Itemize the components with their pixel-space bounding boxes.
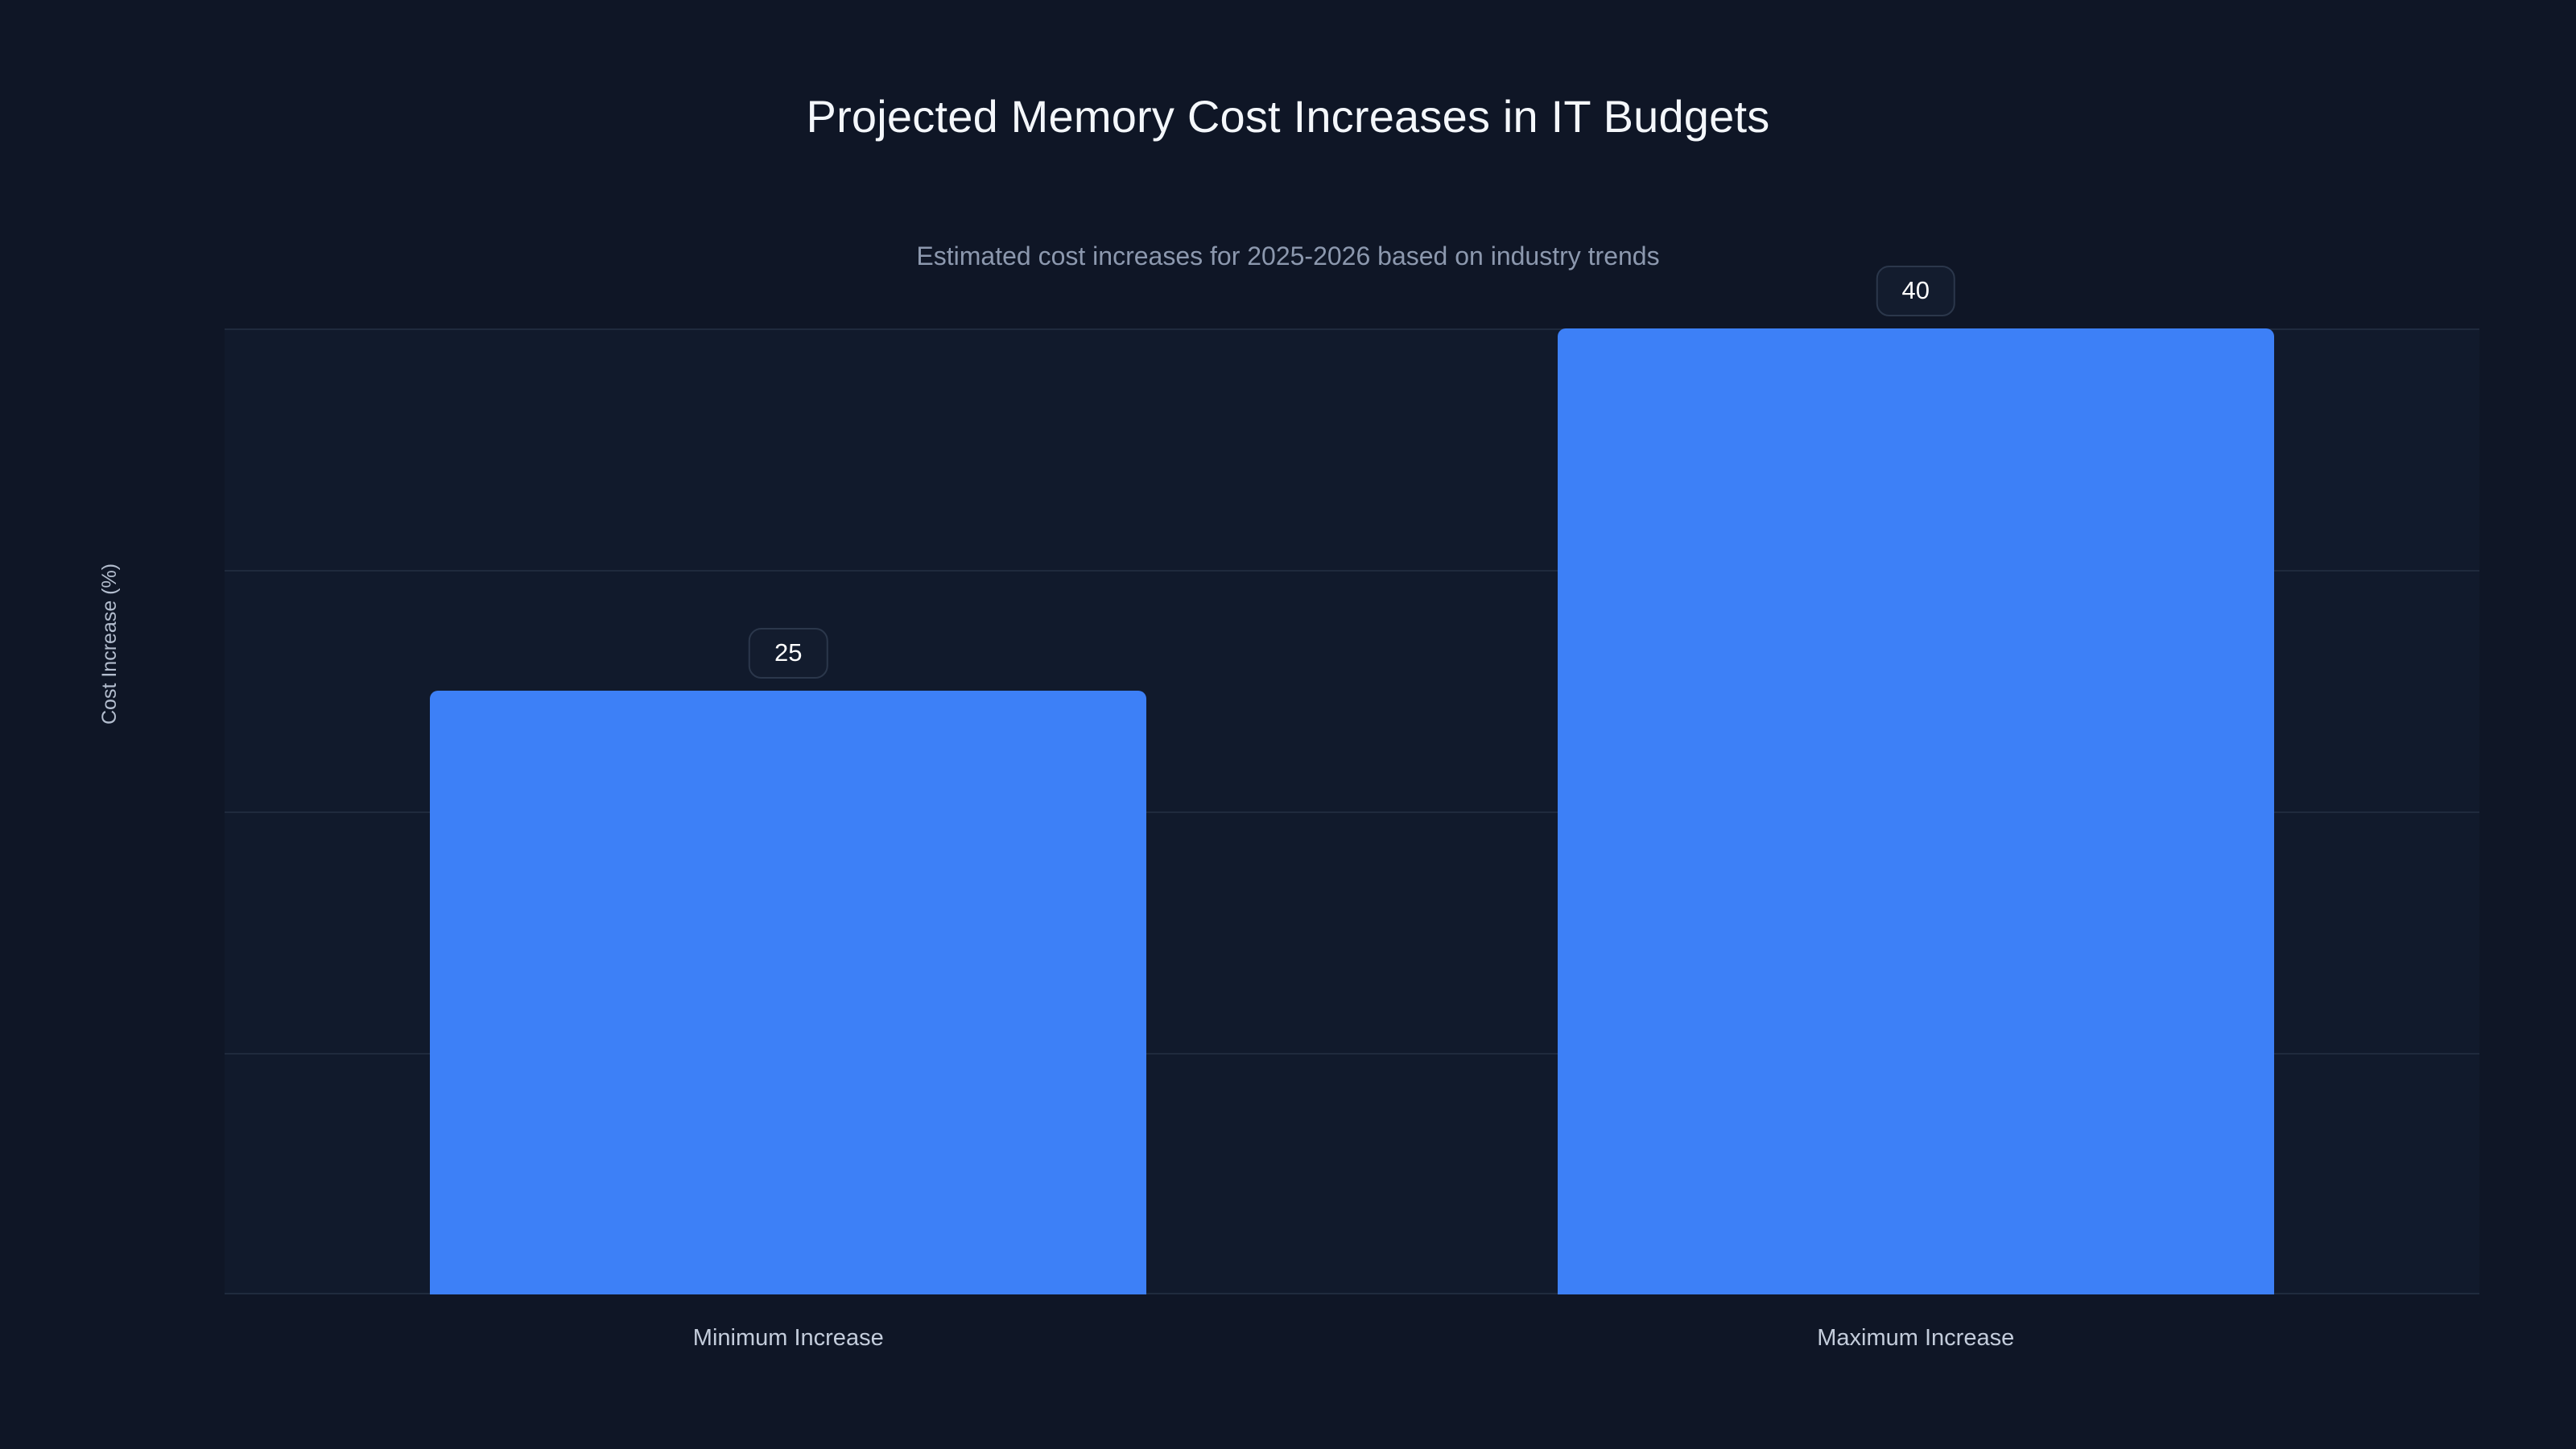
value-label-minimum-increase: 25 [749,628,828,679]
gridline-40 [225,328,2479,330]
y-axis-title: Cost Increase (%) [98,563,121,724]
bar-minimum-increase[interactable] [430,691,1147,1294]
x-axis-label-maximum-increase: Maximum Increase [1817,1325,2015,1351]
gridline-30 [225,570,2479,572]
axis-baseline [225,1293,2479,1294]
gridline-10 [225,1053,2479,1055]
x-axis-label-minimum-increase: Minimum Increase [692,1325,884,1351]
chart-subtitle: Estimated cost increases for 2025-2026 b… [916,242,1660,270]
chart-title: Projected Memory Cost Increases in IT Bu… [806,91,1770,142]
value-label-maximum-increase: 40 [1876,266,1955,316]
bar-maximum-increase[interactable] [1557,328,2274,1294]
gridline-20 [225,811,2479,813]
plot-area [225,328,2479,1294]
